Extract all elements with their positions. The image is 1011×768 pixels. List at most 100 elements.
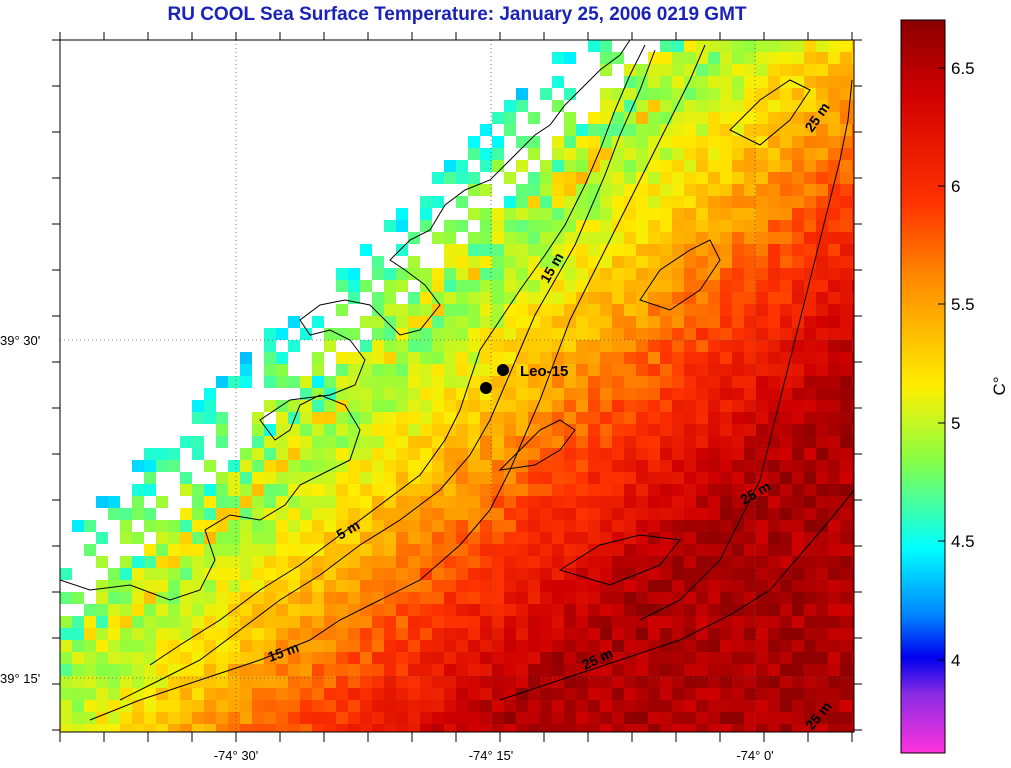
- sst-pixel: [540, 268, 552, 280]
- sst-pixel: [708, 400, 720, 412]
- sst-pixel: [672, 700, 684, 712]
- sst-pixel: [396, 592, 408, 604]
- sst-pixel: [216, 652, 228, 664]
- sst-pixel: [360, 244, 372, 256]
- sst-pixel: [168, 724, 180, 732]
- sst-pixel: [720, 184, 732, 196]
- sst-pixel: [600, 172, 612, 184]
- sst-pixel: [276, 448, 288, 460]
- sst-pixel: [300, 520, 312, 532]
- sst-pixel: [468, 172, 480, 184]
- sst-pixel: [540, 652, 552, 664]
- sst-pixel: [264, 520, 276, 532]
- sst-pixel: [636, 232, 648, 244]
- sst-pixel: [204, 412, 216, 424]
- sst-pixel: [516, 268, 528, 280]
- sst-pixel: [768, 148, 780, 160]
- sst-pixel: [684, 376, 696, 388]
- sst-pixel: [660, 328, 672, 340]
- sst-pixel: [180, 664, 192, 676]
- sst-pixel: [108, 628, 120, 640]
- sst-pixel: [684, 112, 696, 124]
- sst-pixel: [780, 316, 792, 328]
- sst-pixel: [816, 112, 828, 124]
- sst-pixel: [384, 700, 396, 712]
- sst-pixel: [468, 412, 480, 424]
- sst-pixel: [516, 304, 528, 316]
- sst-pixel: [456, 580, 468, 592]
- sst-pixel: [660, 256, 672, 268]
- sst-pixel: [396, 712, 408, 724]
- sst-pixel: [420, 436, 432, 448]
- sst-pixel: [708, 268, 720, 280]
- sst-pixel: [192, 568, 204, 580]
- sst-pixel: [300, 496, 312, 508]
- sst-pixel: [444, 508, 456, 520]
- sst-pixel: [660, 640, 672, 652]
- sst-pixel: [816, 472, 828, 484]
- sst-pixel: [516, 160, 528, 172]
- sst-pixel: [660, 628, 672, 640]
- sst-pixel: [756, 652, 768, 664]
- sst-pixel: [516, 712, 528, 724]
- sst-pixel: [804, 40, 816, 52]
- sst-pixel: [624, 244, 636, 256]
- sst-pixel: [672, 688, 684, 700]
- sst-pixel: [792, 508, 804, 520]
- sst-pixel: [540, 532, 552, 544]
- sst-pixel: [396, 304, 408, 316]
- sst-pixel: [516, 388, 528, 400]
- sst-pixel: [204, 460, 216, 472]
- sst-pixel: [780, 256, 792, 268]
- sst-pixel: [480, 364, 492, 376]
- sst-pixel: [396, 460, 408, 472]
- sst-pixel: [420, 700, 432, 712]
- sst-pixel: [324, 532, 336, 544]
- sst-pixel: [804, 604, 816, 616]
- sst-pixel: [708, 340, 720, 352]
- sst-pixel: [852, 100, 854, 112]
- sst-pixel: [432, 652, 444, 664]
- sst-pixel: [540, 496, 552, 508]
- sst-pixel: [216, 520, 228, 532]
- sst-pixel: [612, 592, 624, 604]
- sst-pixel: [228, 592, 240, 604]
- sst-pixel: [540, 280, 552, 292]
- sst-pixel: [816, 292, 828, 304]
- sst-pixel: [696, 316, 708, 328]
- sst-pixel: [600, 592, 612, 604]
- sst-pixel: [672, 604, 684, 616]
- sst-pixel: [684, 568, 696, 580]
- sst-pixel: [456, 688, 468, 700]
- sst-pixel: [480, 676, 492, 688]
- sst-pixel: [600, 628, 612, 640]
- sst-pixel: [456, 376, 468, 388]
- sst-pixel: [144, 628, 156, 640]
- sst-pixel: [708, 496, 720, 508]
- sst-pixel: [816, 304, 828, 316]
- sst-pixel: [828, 664, 840, 676]
- sst-pixel: [744, 472, 756, 484]
- sst-pixel: [384, 484, 396, 496]
- sst-pixel: [540, 580, 552, 592]
- sst-pixel: [732, 568, 744, 580]
- sst-pixel: [444, 544, 456, 556]
- sst-pixel: [552, 256, 564, 268]
- sst-pixel: [300, 448, 312, 460]
- sst-pixel: [636, 208, 648, 220]
- sst-pixel: [408, 676, 420, 688]
- sst-pixel: [300, 628, 312, 640]
- sst-pixel: [816, 628, 828, 640]
- sst-pixel: [252, 496, 264, 508]
- sst-pixel: [828, 64, 840, 76]
- sst-pixel: [600, 244, 612, 256]
- sst-pixel: [840, 88, 852, 100]
- sst-pixel: [684, 496, 696, 508]
- sst-pixel: [648, 724, 660, 732]
- sst-pixel: [444, 412, 456, 424]
- sst-pixel: [732, 544, 744, 556]
- sst-pixel: [336, 496, 348, 508]
- sst-pixel: [756, 496, 768, 508]
- sst-pixel: [768, 496, 780, 508]
- sst-pixel: [792, 424, 804, 436]
